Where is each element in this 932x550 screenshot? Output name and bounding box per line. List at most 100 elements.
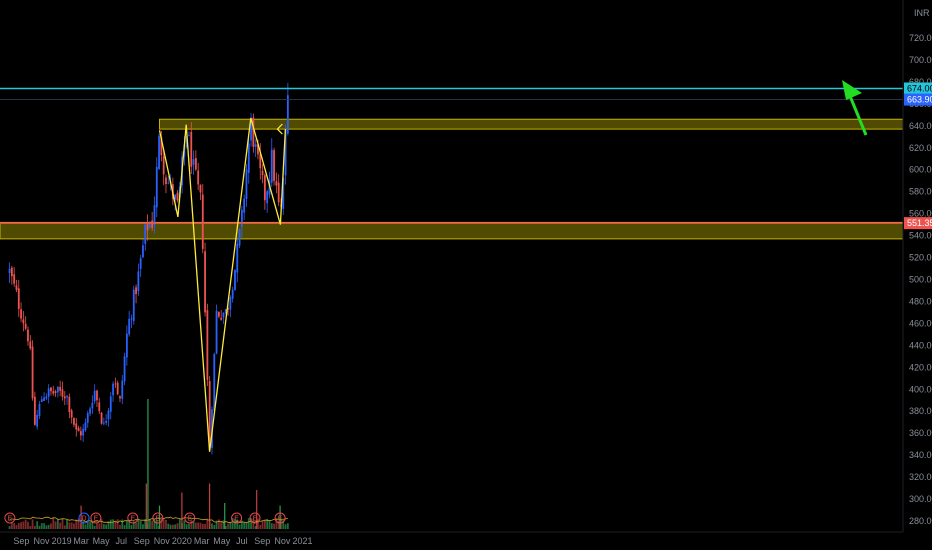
pattern-line[interactable] [158, 117, 287, 452]
volume-bar [63, 525, 66, 529]
volume-bar [206, 518, 209, 529]
volume-bar [234, 518, 236, 529]
volume-bar [43, 523, 45, 529]
candle-body [50, 387, 52, 392]
event-marker-icon[interactable] [184, 512, 196, 524]
candle-body [204, 251, 206, 313]
volume-bar [213, 525, 216, 529]
candle-body [98, 402, 101, 412]
candle-body [199, 184, 202, 193]
x-tick-label: Sep [13, 536, 29, 546]
volume-bar [8, 525, 11, 529]
candle-body [70, 410, 73, 418]
candle-body [252, 117, 255, 147]
candle-body [197, 170, 200, 185]
volume-bar [125, 520, 128, 529]
event-marker-label: E [8, 516, 13, 523]
event-marker-icon[interactable] [152, 512, 164, 524]
candle-body [201, 194, 204, 249]
volume-bar [119, 524, 121, 529]
candle-body [188, 135, 190, 137]
price-tag [904, 217, 932, 230]
y-tick-label: 380.00 [909, 406, 932, 416]
y-tick-label: 560.00 [909, 209, 932, 219]
volume-bar [286, 523, 289, 529]
y-tick-label: 360.00 [909, 428, 932, 438]
candle-body [165, 177, 167, 185]
volume-bar [178, 518, 181, 529]
volume-bar [190, 520, 193, 529]
event-marker-icon[interactable] [127, 512, 139, 524]
volume-bar [160, 518, 163, 529]
event-marker-icon[interactable] [231, 512, 243, 524]
event-marker-label: E [253, 516, 258, 523]
candle-body [245, 169, 248, 200]
volume-bar [270, 523, 273, 529]
volume-bar [227, 523, 229, 529]
volume-bar [236, 519, 239, 529]
volume-bar [135, 522, 137, 529]
event-marker-icon[interactable] [249, 512, 261, 524]
volume-spike [158, 505, 161, 529]
event-marker-label: E [278, 516, 283, 523]
volume-bar [197, 522, 200, 529]
x-tick-label: Mar [194, 536, 210, 546]
price-tag-label: 663.90 [907, 95, 932, 105]
volume-bar [204, 523, 206, 529]
candle-body [190, 131, 193, 167]
volume-bar [284, 524, 287, 529]
volume-bar [128, 519, 131, 529]
candle-body [217, 312, 220, 317]
y-tick-label: 440.00 [909, 340, 932, 350]
pattern-arrowhead-icon [276, 123, 283, 135]
time-axis[interactable]: Sep Nov 2019 Mar May Jul Sep Nov 2020 Mar May Jul Se… [13, 536, 312, 546]
candle-body [56, 386, 59, 393]
volume-bar [116, 519, 119, 529]
candle-body [75, 423, 78, 430]
candle-body [10, 267, 13, 277]
x-tick-label: 2019 [52, 536, 72, 546]
candle-body [20, 309, 22, 319]
volume-bar [229, 522, 232, 529]
candle-body [66, 395, 68, 398]
volume-bar [109, 519, 112, 529]
candle-body [153, 205, 156, 226]
price-tag [904, 82, 932, 95]
candle-body [144, 224, 147, 244]
volume-bar [100, 519, 103, 529]
volume-bar [238, 524, 241, 529]
candle-body [123, 356, 126, 382]
price-axis[interactable]: 280.00 300.00 320.00 340.00 360.00 380.00 400.… [909, 33, 932, 526]
volume-bar [224, 525, 227, 529]
candle-body [17, 288, 20, 309]
volume-spike [256, 490, 258, 529]
candle-body [96, 390, 98, 401]
event-marker-label: E [156, 516, 161, 523]
volume-bar [59, 522, 62, 529]
y-tick-label: 400.00 [909, 384, 932, 394]
event-marker-icon[interactable] [90, 512, 102, 524]
volume-bar [114, 520, 117, 529]
event-marker-label: D [82, 516, 87, 523]
x-tick-label: Mar [73, 536, 89, 546]
candle-body [130, 318, 133, 320]
candle-body [158, 135, 160, 169]
volume-bar [102, 524, 105, 529]
volume-bar [45, 525, 48, 529]
volume-bar [217, 519, 220, 529]
top-zone [158, 118, 904, 130]
volume-bar [259, 525, 262, 529]
candle-body [121, 380, 124, 399]
volume-bar [165, 519, 167, 529]
candle-body [91, 402, 94, 409]
x-tick-label: Nov [154, 536, 171, 546]
event-marker-icon[interactable] [4, 512, 16, 524]
candle-body [43, 397, 45, 401]
candle-body [257, 144, 259, 155]
candle-body [284, 129, 287, 176]
event-marker-icon[interactable] [274, 512, 286, 524]
pattern-layer [158, 117, 287, 452]
event-marker-icon[interactable] [78, 512, 90, 524]
